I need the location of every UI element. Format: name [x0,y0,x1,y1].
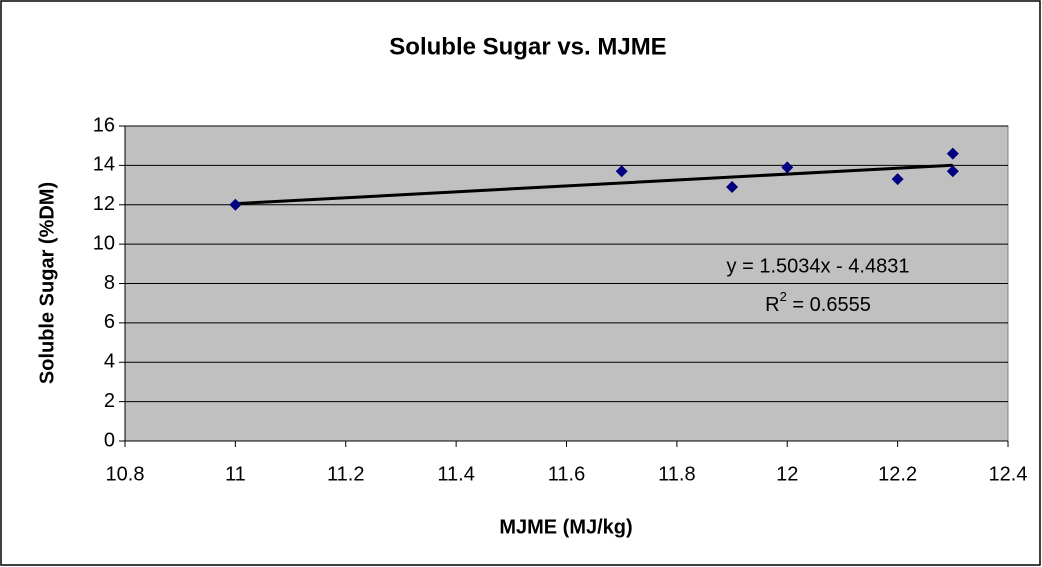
y-tick-label: 2 [104,390,115,412]
y-tick-label: 6 [104,311,115,333]
y-axis-label: Soluble Sugar (%DM) [36,182,58,384]
chart-title: Soluble Sugar vs. MJME [389,33,666,60]
r-squared-value: = 0.6555 [787,294,871,316]
x-tick-label: 12.2 [878,463,917,485]
x-tick-label: 12 [776,463,798,485]
y-tick-label: 12 [93,193,115,215]
r-squared-sup: 2 [780,289,787,304]
x-tick-label: 12.4 [989,463,1028,485]
point [891,173,904,186]
point [726,181,739,194]
x-tick-label: 11 [225,463,246,485]
r-squared: R2 = 0.6555 [765,289,871,316]
point [946,147,959,160]
point [615,165,628,178]
trendline [235,163,953,206]
x-tick-label: 11.8 [658,463,695,485]
point [946,165,959,178]
x-tick-label: 11.6 [548,463,585,485]
y-tick-label: 14 [93,154,115,176]
trendline-equation: y = 1.5034x - 4.4831 [727,255,910,277]
point [229,198,242,211]
x-tick-label: 10.8 [106,463,145,485]
point [781,161,794,174]
y-tick-label: 0 [104,429,115,451]
x-tick-label: 11.4 [437,463,474,485]
y-tick-label: 4 [104,351,115,373]
r-squared-r: R [765,294,779,316]
x-axis-label: MJME (MJ/kg) [499,516,632,538]
y-tick-label: 16 [93,114,115,136]
x-tick-label: 11.2 [327,463,364,485]
y-tick-label: 10 [93,232,115,254]
y-tick-label: 8 [104,272,115,294]
